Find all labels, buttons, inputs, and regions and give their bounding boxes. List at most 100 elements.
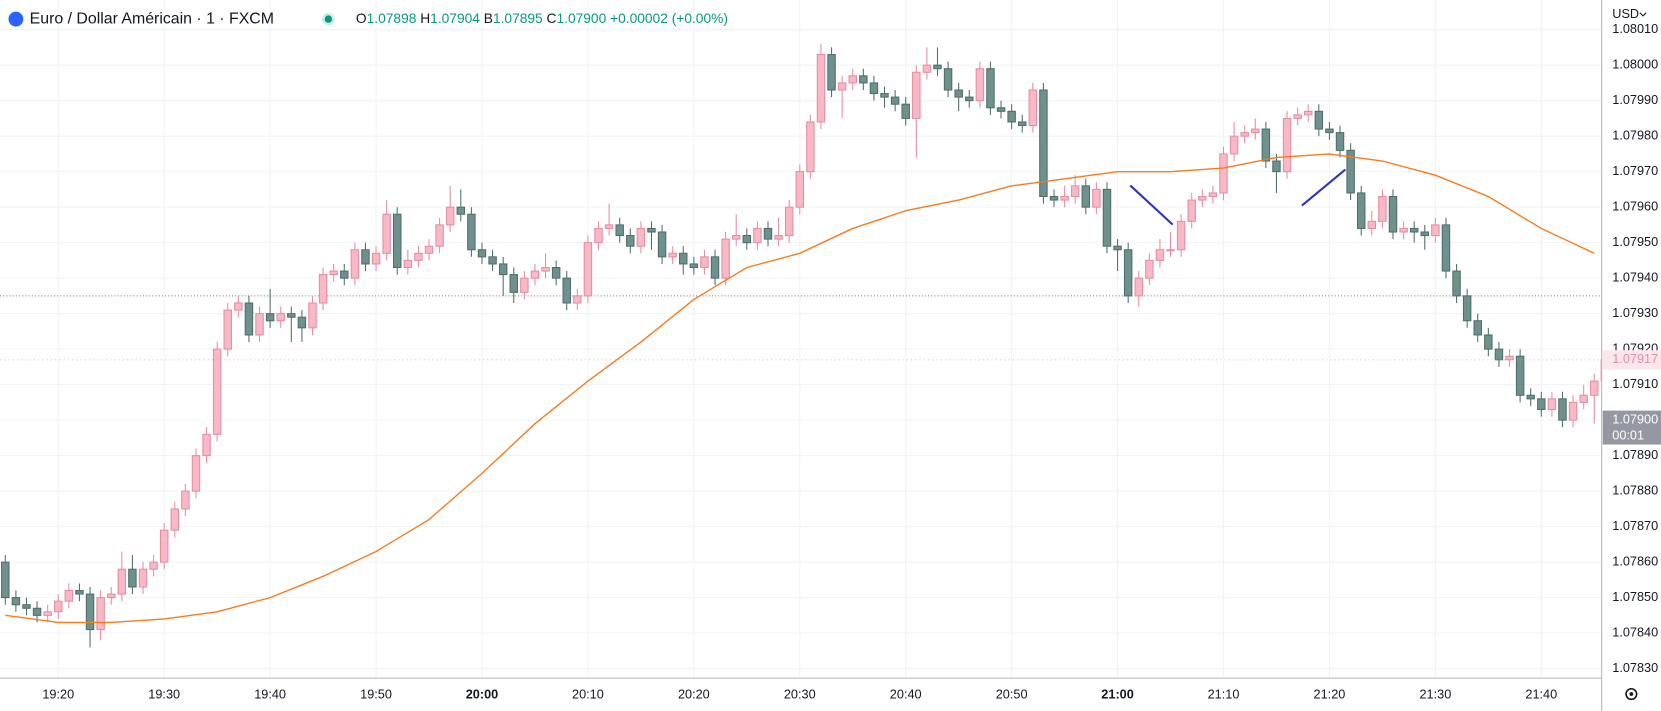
- candle-body: [297, 316, 307, 329]
- y-tick-label: 1.07840: [1612, 624, 1658, 639]
- candle-body: [1155, 249, 1165, 261]
- candle-body: [255, 313, 264, 336]
- candle-body: [170, 508, 180, 531]
- legend-value: 1.07898: [367, 11, 417, 26]
- candle-body: [329, 270, 338, 276]
- x-tick-label: 19:40: [254, 686, 286, 701]
- candle-body: [403, 259, 413, 269]
- trend-line: [1129, 184, 1174, 226]
- candle-body: [848, 75, 857, 84]
- y-tick-label: 1.07870: [1612, 518, 1658, 533]
- candle-body: [1547, 398, 1557, 411]
- candle-body: [244, 302, 254, 336]
- x-tick-label: 19:50: [360, 686, 392, 701]
- candle-body: [435, 224, 444, 247]
- candle-body: [1049, 195, 1059, 201]
- trend-line: [1301, 168, 1347, 207]
- candle-body: [869, 82, 879, 95]
- candle-body: [1431, 224, 1440, 237]
- candle-body: [371, 252, 381, 265]
- candle-body: [954, 89, 963, 98]
- candle-body: [138, 568, 148, 588]
- gear-center[interactable]: [1629, 692, 1634, 696]
- candle-body: [1558, 398, 1567, 421]
- legend-key: H: [420, 11, 430, 26]
- candle-body: [689, 263, 699, 269]
- x-tick-label: 21:10: [1208, 686, 1240, 701]
- candle-body: [181, 490, 190, 510]
- candle-body: [509, 274, 519, 293]
- gear[interactable]: [1625, 687, 1638, 701]
- candle-body: [498, 263, 508, 276]
- candle-body: [1007, 110, 1016, 123]
- candle-body: [763, 227, 773, 240]
- candle-body: [986, 68, 995, 109]
- candle-body: [901, 103, 910, 119]
- candle-body: [1187, 199, 1196, 222]
- candle-body: [721, 238, 730, 279]
- candle-body: [1261, 128, 1271, 162]
- candle-body: [965, 96, 974, 102]
- candle-body: [1113, 245, 1122, 251]
- legend-value: 1.07895: [493, 11, 543, 26]
- candle-body: [922, 64, 932, 73]
- candle-body: [287, 313, 296, 318]
- plot-area: [0, 43, 1602, 648]
- y-tick-label: 1.07850: [1612, 589, 1658, 604]
- x-tick-label: 20:50: [996, 686, 1028, 701]
- candle-body: [806, 121, 815, 173]
- candle-body: [1198, 195, 1207, 201]
- candle-body: [1272, 160, 1281, 173]
- candle-body: [1293, 114, 1302, 119]
- candle-body: [583, 242, 593, 297]
- candle-body: [382, 213, 391, 254]
- candle-body: [1484, 334, 1493, 350]
- candle-body: [890, 96, 900, 105]
- candle-body: [64, 589, 74, 602]
- header: Euro / Dollar Américain · 1 · FXCM O1.07…: [8, 6, 1647, 27]
- candle-body: [1208, 192, 1218, 198]
- legend-key: C: [547, 11, 557, 26]
- candle-body: [859, 75, 868, 84]
- candle-body: [456, 206, 466, 215]
- candle-body: [827, 53, 836, 91]
- symbol-title: Euro / Dollar Américain · 1 · FXCM: [30, 10, 274, 27]
- ohlc-legend: O1.07898 H1.07904 B1.07895 C1.07900 +0.0…: [356, 11, 728, 26]
- candle-body: [1229, 135, 1239, 155]
- candle-body: [159, 529, 169, 563]
- legend-key: B: [484, 11, 493, 26]
- candle-body: [679, 252, 688, 265]
- candle-body: [636, 227, 646, 247]
- candle-body: [1028, 89, 1038, 127]
- candle-body: [265, 313, 275, 322]
- settings-icon[interactable]: [1625, 687, 1638, 701]
- candle-body: [710, 256, 720, 279]
- y-tick-label: 1.07960: [1612, 199, 1658, 214]
- x-tick-label: 21:30: [1419, 686, 1451, 701]
- candle-body: [816, 53, 826, 123]
- candle-body: [223, 309, 232, 350]
- candle-body: [1409, 227, 1419, 233]
- candle-body: [1537, 398, 1546, 411]
- moving-average: [5, 153, 1595, 624]
- candle-body: [657, 231, 667, 258]
- candle-body: [615, 224, 624, 237]
- candle-body: [117, 568, 127, 595]
- candle-body: [530, 270, 540, 279]
- candle-body: [340, 270, 349, 279]
- candle-body: [85, 593, 95, 631]
- y-tick-label: 1.07950: [1612, 234, 1658, 249]
- status-dot: [324, 15, 333, 23]
- candle-body: [975, 68, 985, 102]
- candle-body: [202, 433, 211, 457]
- candle-body: [573, 295, 582, 304]
- candle-body: [1335, 132, 1345, 151]
- currency-button[interactable]: USD: [1612, 6, 1639, 21]
- candle-body: [668, 252, 677, 258]
- x-tick-label: 20:10: [572, 686, 604, 701]
- candle-body: [742, 235, 752, 244]
- currency-chevron[interactable]: [1639, 12, 1647, 17]
